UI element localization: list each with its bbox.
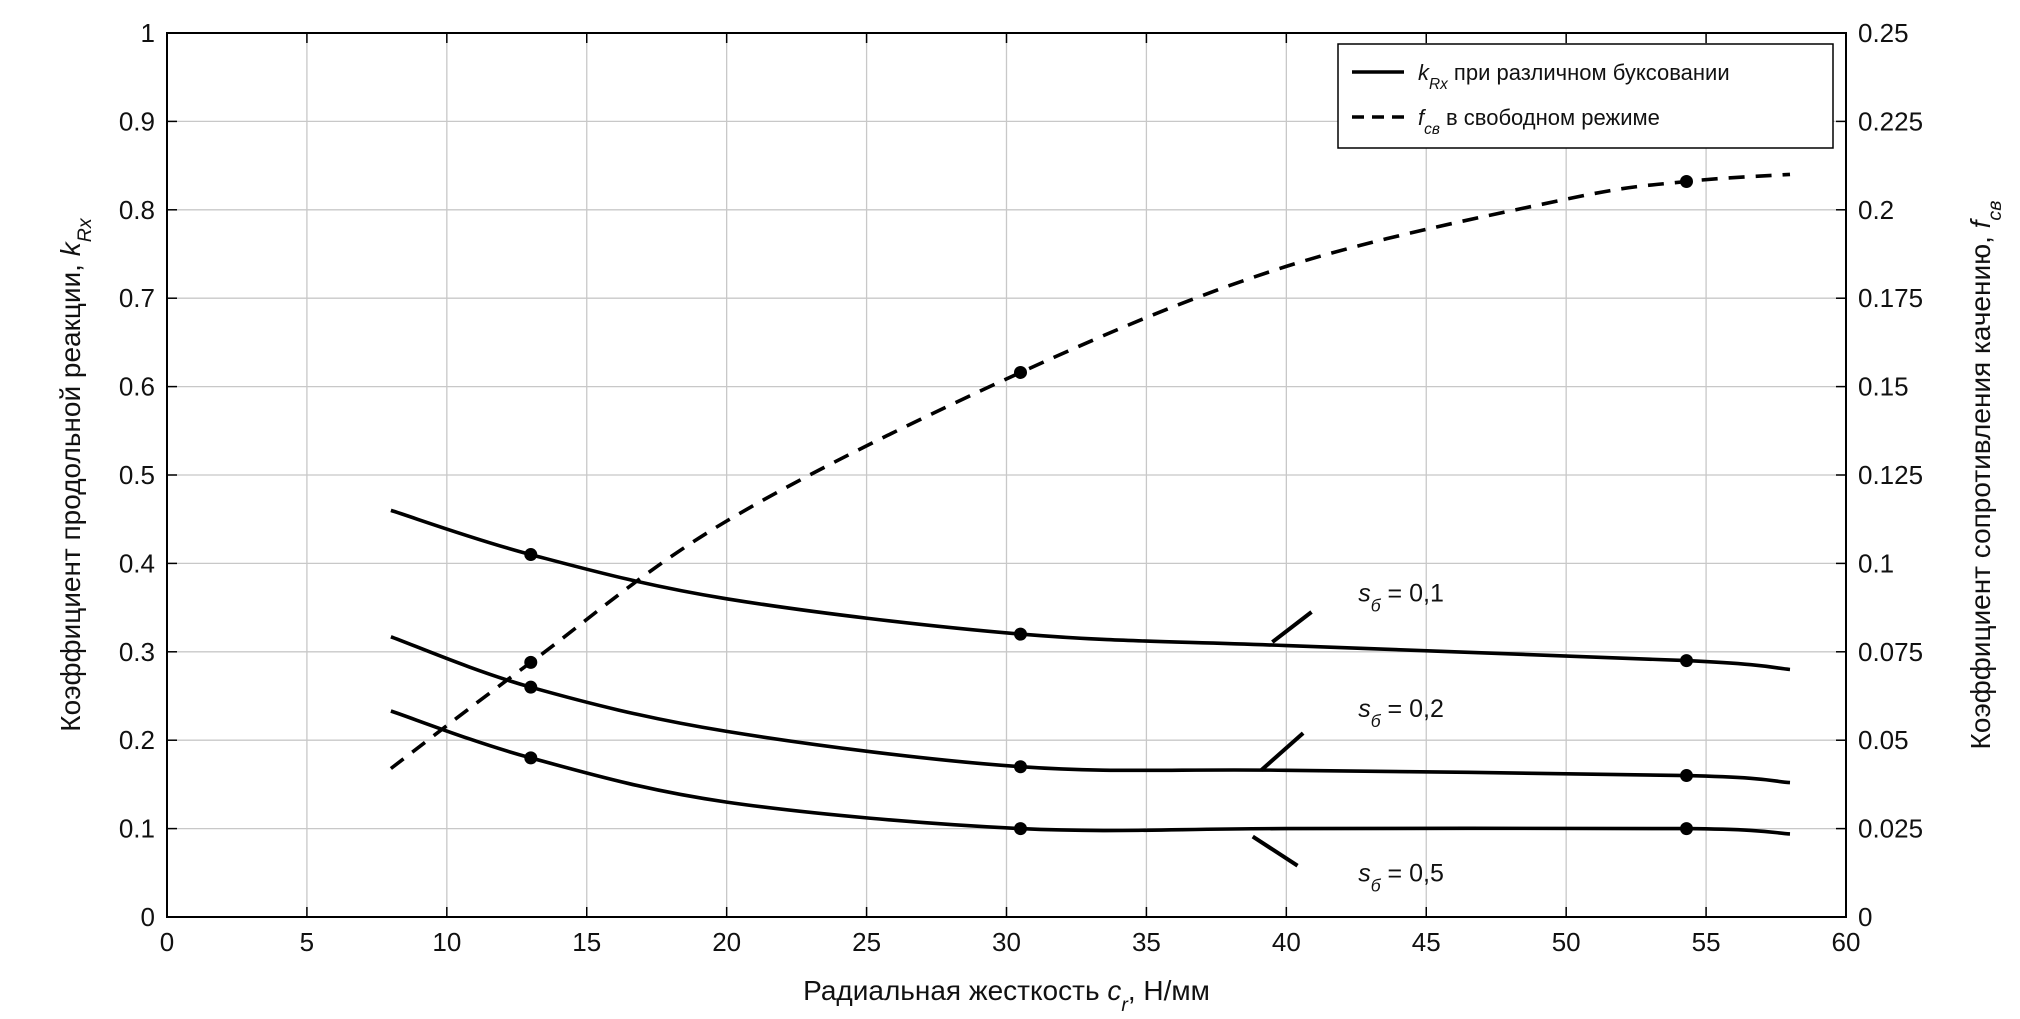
y-right-tick-label: 0.075 [1858, 637, 1923, 667]
series-layer [389, 172, 1791, 836]
legend: kRx при различном буксовании fсв в свобод… [1337, 43, 1834, 149]
series-line-krx-2 [390, 709, 1791, 836]
y-left-tick-label: 0 [141, 902, 155, 932]
series-marker [524, 655, 538, 669]
y-left-tick-label: 1 [141, 18, 155, 48]
y-left-tick-label: 0.6 [119, 372, 155, 402]
y-left-tick-label: 0.3 [119, 637, 155, 667]
tick-marks: 0 5 10 15 20 25 30 35 40 45 50 55 6000.10.20.30.40.5… [119, 18, 1923, 957]
series-marker [524, 680, 538, 694]
y-left-tick-label: 0.5 [119, 460, 155, 490]
y-left-tick-label: 0.1 [119, 814, 155, 844]
x-tick-label: 60 [1832, 927, 1861, 957]
annotation-leader [1251, 834, 1299, 868]
x-tick-label: 40 [1272, 927, 1301, 957]
series-annotation-label: sб = 0,2 [1358, 695, 1444, 731]
y-left-tick-label: 0.2 [119, 725, 155, 755]
y-right-tick-label: 0.125 [1858, 460, 1923, 490]
series-marker [1679, 175, 1693, 189]
y-left-tick-label: 0.4 [119, 548, 155, 578]
series-line-fsv [389, 172, 1791, 770]
x-tick-label: 15 [572, 927, 601, 957]
x-tick-label: 5 [300, 927, 314, 957]
grid [167, 33, 1846, 917]
x-tick-label: 20 [712, 927, 741, 957]
series-marker [1013, 822, 1027, 836]
y-right-axis-label: Коэффициент сопротивления качению, fсв [1965, 201, 2006, 750]
series-marker [1013, 627, 1027, 641]
series-marker [1679, 822, 1693, 836]
series-marker [1013, 760, 1027, 774]
y-right-tick-label: 0.225 [1858, 106, 1923, 136]
x-tick-label: 10 [432, 927, 461, 957]
legend-entry-label: fсв в свободном режиме [1418, 105, 1660, 138]
x-tick-label: 0 [160, 927, 174, 957]
legend-box [1337, 43, 1834, 149]
series-line-krx-1 [390, 635, 1791, 785]
y-right-tick-label: 0.025 [1858, 814, 1923, 844]
series-annotations: sб = 0,1 sб = 0,2 sб = 0,5 [1251, 579, 1444, 896]
series-marker [524, 751, 538, 765]
y-right-tick-label: 0.05 [1858, 725, 1909, 755]
x-tick-label: 35 [1132, 927, 1161, 957]
series-annotation-label: sб = 0,1 [1358, 579, 1444, 615]
annotation-leader [1259, 731, 1305, 772]
y-right-tick-label: 0.25 [1858, 18, 1909, 48]
y-left-tick-label: 0.9 [119, 106, 155, 136]
x-tick-label: 25 [852, 927, 881, 957]
x-tick-label: 50 [1552, 927, 1581, 957]
x-tick-label: 30 [992, 927, 1021, 957]
y-right-tick-label: 0.175 [1858, 283, 1923, 313]
annotation-leader [1271, 610, 1313, 644]
y-left-axis-label: Коэффициент продольной реакции, kRx [55, 217, 96, 732]
series-line-krx-0 [390, 508, 1791, 672]
y-right-tick-label: 0.15 [1858, 372, 1909, 402]
x-tick-label: 55 [1692, 927, 1721, 957]
y-right-tick-label: 0 [1858, 902, 1872, 932]
y-right-tick-label: 0.1 [1858, 548, 1894, 578]
series-marker [1679, 654, 1693, 668]
x-tick-label: 45 [1412, 927, 1441, 957]
y-right-tick-label: 0.2 [1858, 195, 1894, 225]
axis-labels: Радиальная жесткость cr, Н/мм Коэффициент… [55, 201, 2006, 1016]
series-annotation-label: sб = 0,5 [1358, 860, 1444, 896]
series-marker [1013, 365, 1027, 379]
legend-entry-label: kRx при различном буксовании [1418, 60, 1730, 93]
y-left-tick-label: 0.7 [119, 283, 155, 313]
series-marker [1679, 769, 1693, 783]
x-axis-label: Радиальная жесткость cr, Н/мм [803, 975, 1210, 1016]
y-left-tick-label: 0.8 [119, 195, 155, 225]
series-marker [524, 548, 538, 562]
